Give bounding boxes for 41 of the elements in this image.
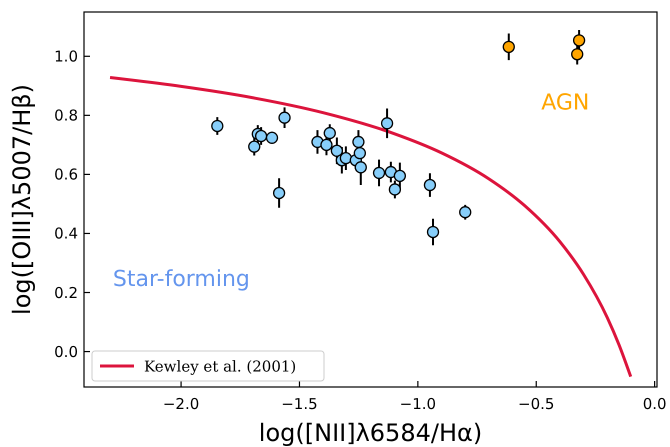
legend-label: Kewley et al. (2001) — [144, 357, 296, 376]
point — [354, 146, 366, 160]
point — [394, 170, 406, 182]
y-tick-label: 0.4 — [54, 224, 78, 243]
point — [340, 152, 352, 164]
point — [372, 166, 386, 180]
point — [388, 183, 402, 196]
point — [320, 138, 333, 152]
x-tick-label: −2.0 — [162, 395, 200, 413]
point — [266, 132, 278, 144]
y-tick-label: 0.8 — [54, 106, 78, 125]
y-tick-label: 0.2 — [54, 284, 78, 302]
point — [254, 130, 268, 142]
point — [248, 140, 260, 153]
point — [384, 166, 398, 178]
point — [278, 112, 291, 124]
x-axis-title: log([NII]λ6584/Hα) — [258, 419, 482, 447]
line-series — [108, 76, 632, 378]
point — [330, 144, 344, 157]
point — [426, 226, 440, 238]
point — [211, 120, 224, 132]
x-tick-label: −0.5 — [518, 395, 554, 413]
point — [572, 34, 586, 46]
annotation: Star-forming — [112, 266, 250, 292]
y-tick-label: 0.0 — [54, 342, 78, 361]
annotation: AGN — [541, 90, 590, 116]
y-axis-title: log([OIII]λ5007/Hβ) — [8, 84, 36, 315]
point — [424, 178, 436, 192]
y-tick-label: 1.0 — [54, 48, 78, 66]
point — [380, 117, 394, 130]
point — [272, 186, 286, 200]
point — [354, 161, 367, 174]
point — [324, 126, 336, 140]
y-tick-label: 0.6 — [54, 166, 78, 184]
point — [352, 136, 365, 148]
point — [502, 40, 515, 53]
x-tick-label: −1.0 — [400, 395, 436, 413]
point — [459, 206, 472, 218]
point — [571, 48, 584, 60]
x-tick-label: −1.5 — [281, 395, 318, 413]
x-tick-label: 0.0 — [642, 395, 667, 413]
